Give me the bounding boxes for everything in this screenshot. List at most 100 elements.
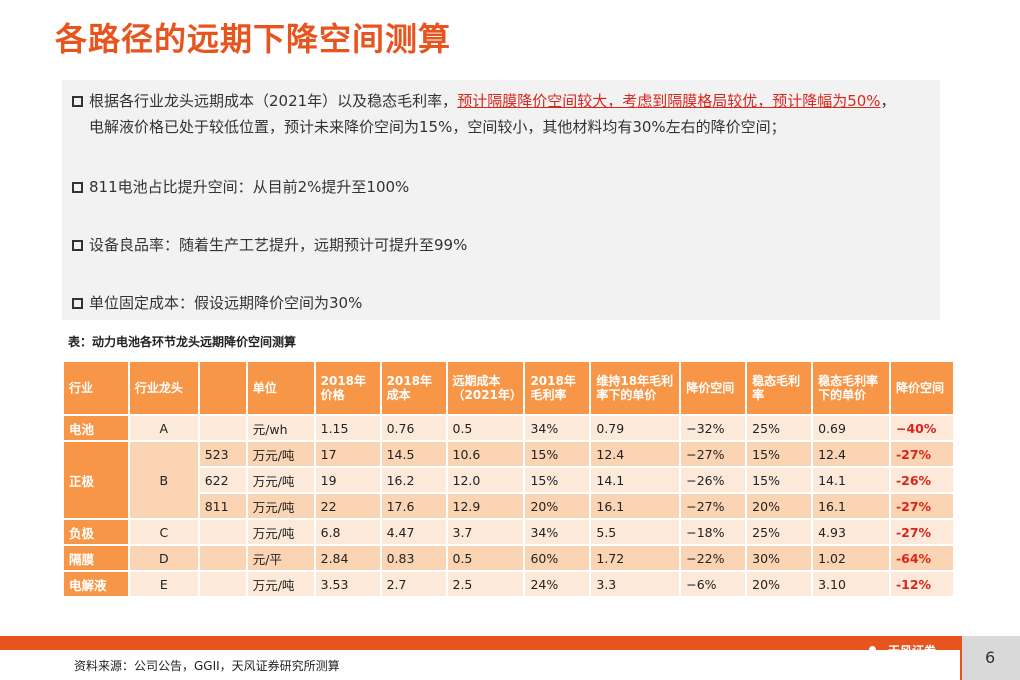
- cell-industry: 隔膜: [64, 546, 128, 570]
- header-price-2018: 2018年价格: [315, 362, 380, 414]
- bullet-cost-text: 根据各行业龙头远期成本（2021年）以及稳态毛利率，: [89, 92, 458, 110]
- table-row: 电池 A 元/wh 1.15 0.76 0.5 34% 0.79 −32% 25…: [64, 416, 953, 440]
- cell-unit-price-18: 0.79: [591, 416, 680, 440]
- cell-cost: 14.5: [381, 442, 446, 466]
- cell-price: 19: [315, 468, 380, 492]
- table-row: 隔膜 D 元/平 2.84 0.83 0.5 60% 1.72 −22% 30%…: [64, 546, 953, 570]
- cell-drop-2: -27%: [890, 494, 953, 518]
- cell-future: 0.5: [447, 416, 524, 440]
- bullet-811: 811电池占比提升空间：从目前2%提升至100%: [72, 174, 409, 200]
- cell-sub: 811: [199, 494, 246, 518]
- table-row: 正极 B 523 万元/吨 17 14.5 10.6 15% 12.4 −27%…: [64, 442, 953, 518]
- logo-name: 天风证券: [888, 644, 937, 658]
- header-unit-price-18: 维持18年毛利率下的单价: [591, 362, 680, 414]
- logo-text: 天风证券 TF SECURITIES: [888, 645, 936, 669]
- cell-industry: 电解液: [64, 572, 128, 596]
- footer-source-area: [0, 650, 960, 680]
- footer-source: 资料来源：公司公告，GGII，天风证券研究所测算: [74, 659, 340, 673]
- cell-unit: 万元/吨: [247, 494, 314, 518]
- header-margin-2018: 2018年毛利率: [525, 362, 590, 414]
- table-row: 电解液 E 万元/吨 3.53 2.7 2.5 24% 3.3 −6% 20% …: [64, 572, 953, 596]
- cell-steady-price: 16.1: [813, 494, 889, 518]
- cell-steady-price: 1.02: [813, 546, 889, 570]
- cell-future: 2.5: [447, 572, 524, 596]
- bullet-811-text: 811电池占比提升空间：从目前2%提升至100%: [89, 178, 410, 196]
- cell-sub: 622: [199, 468, 246, 492]
- bullet-box: 根据各行业龙头远期成本（2021年）以及稳态毛利率，预计隔膜降价空间较大，考虑到…: [62, 80, 940, 320]
- cell-margin: 20%: [525, 494, 590, 518]
- bullet-cost-line2: 电解液价格已处于较低位置，预计未来降价空间为15%，空间较小，其他材料均有30%…: [89, 118, 786, 136]
- page-number-box: [962, 636, 1020, 680]
- cell-steady: 15%: [747, 468, 812, 492]
- cell-future: 0.5: [447, 546, 524, 570]
- cell-future: 12.9: [447, 494, 524, 518]
- cell-unit-price-18: 5.5: [591, 520, 680, 544]
- cell-leader: E: [129, 572, 198, 596]
- checkbox-bullet-icon: [72, 240, 83, 251]
- cost-table: 行业 行业龙头 单位 2018年价格 2018年成本 远期成本（2021年） 2…: [62, 360, 955, 598]
- cell-future: 12.0: [447, 468, 524, 492]
- header-steady-price: 稳态毛利率下的单价: [813, 362, 889, 414]
- cell-price: 22: [315, 494, 380, 518]
- cell-steady-price: 0.69: [813, 416, 889, 440]
- cell-margin: 60%: [525, 546, 590, 570]
- cell-margin: 15%: [525, 468, 590, 492]
- bullet-fixed-cost: 单位固定成本：假设远期降价空间为30%: [72, 290, 362, 316]
- bullet-cost: 根据各行业龙头远期成本（2021年）以及稳态毛利率，预计隔膜降价空间较大，考虑到…: [72, 88, 896, 140]
- header-drop-2: 降价空间: [890, 362, 953, 414]
- cell-drop-2: -12%: [890, 572, 953, 596]
- cell-sub: [199, 416, 246, 440]
- page-number: 6: [985, 648, 996, 667]
- cell-price: 17: [315, 442, 380, 466]
- checkbox-bullet-icon: [72, 298, 83, 309]
- cell-drop-1: −26%: [681, 468, 746, 492]
- company-logo: 天风证券 TF SECURITIES: [862, 645, 936, 669]
- checkbox-bullet-icon: [72, 182, 83, 193]
- cell-sub: [199, 546, 246, 570]
- cell-cost: 2.7: [381, 572, 446, 596]
- cell-drop-1: −27%: [681, 442, 746, 466]
- cell-drop-1: −22%: [681, 546, 746, 570]
- cell-sub: [199, 520, 246, 544]
- cell-future: 3.7: [447, 520, 524, 544]
- header-industry: 行业: [64, 362, 128, 414]
- header-cost-2018: 2018年成本: [381, 362, 446, 414]
- cell-drop-2: -27%: [890, 520, 953, 544]
- header-unit: 单位: [247, 362, 314, 414]
- cell-margin: 34%: [525, 520, 590, 544]
- cell-steady-price: 4.93: [813, 520, 889, 544]
- bullet-fixed-cost-text: 单位固定成本：假设远期降价空间为30%: [89, 294, 363, 312]
- header-steady-margin: 稳态毛利率: [747, 362, 812, 414]
- table-row: 622 万元/吨 19 16.2 12.0 15% 14.1 −26% 15% …: [64, 468, 953, 492]
- cell-unit: 万元/吨: [247, 520, 314, 544]
- cell-steady: 20%: [747, 494, 812, 518]
- cell-margin: 15%: [525, 442, 590, 466]
- bullet-yield: 设备良品率：随着生产工艺提升，远期预计可提升至99%: [72, 232, 467, 258]
- logo-sub: TF SECURITIES: [888, 660, 930, 666]
- cell-sub: [199, 572, 246, 596]
- cell-cost: 0.76: [381, 416, 446, 440]
- cell-steady: 25%: [747, 416, 812, 440]
- cell-steady-price: 12.4: [813, 442, 889, 466]
- cell-price: 6.8: [315, 520, 380, 544]
- bullet-yield-text: 设备良品率：随着生产工艺提升，远期预计可提升至99%: [89, 236, 468, 254]
- cell-unit-price-18: 1.72: [591, 546, 680, 570]
- cell-leader: A: [129, 416, 198, 440]
- flower-icon: [862, 646, 884, 668]
- cell-steady-price: 14.1: [813, 468, 889, 492]
- cell-steady: 20%: [747, 572, 812, 596]
- cell-future: 10.6: [447, 442, 524, 466]
- cell-sub: 523: [199, 442, 246, 466]
- cell-unit-price-18: 16.1: [591, 494, 680, 518]
- cell-cost: 0.83: [381, 546, 446, 570]
- cell-unit-price-18: 14.1: [591, 468, 680, 492]
- cell-price: 2.84: [315, 546, 380, 570]
- cell-price: 1.15: [315, 416, 380, 440]
- cell-unit: 万元/吨: [247, 442, 314, 466]
- bullet-cost-comma: ，: [880, 92, 896, 110]
- cell-steady: 25%: [747, 520, 812, 544]
- cell-unit-price-18: 12.4: [591, 442, 680, 466]
- cell-price: 3.53: [315, 572, 380, 596]
- table-row: 负极 C 万元/吨 6.8 4.47 3.7 34% 5.5 −18% 25% …: [64, 520, 953, 544]
- cell-drop-1: −18%: [681, 520, 746, 544]
